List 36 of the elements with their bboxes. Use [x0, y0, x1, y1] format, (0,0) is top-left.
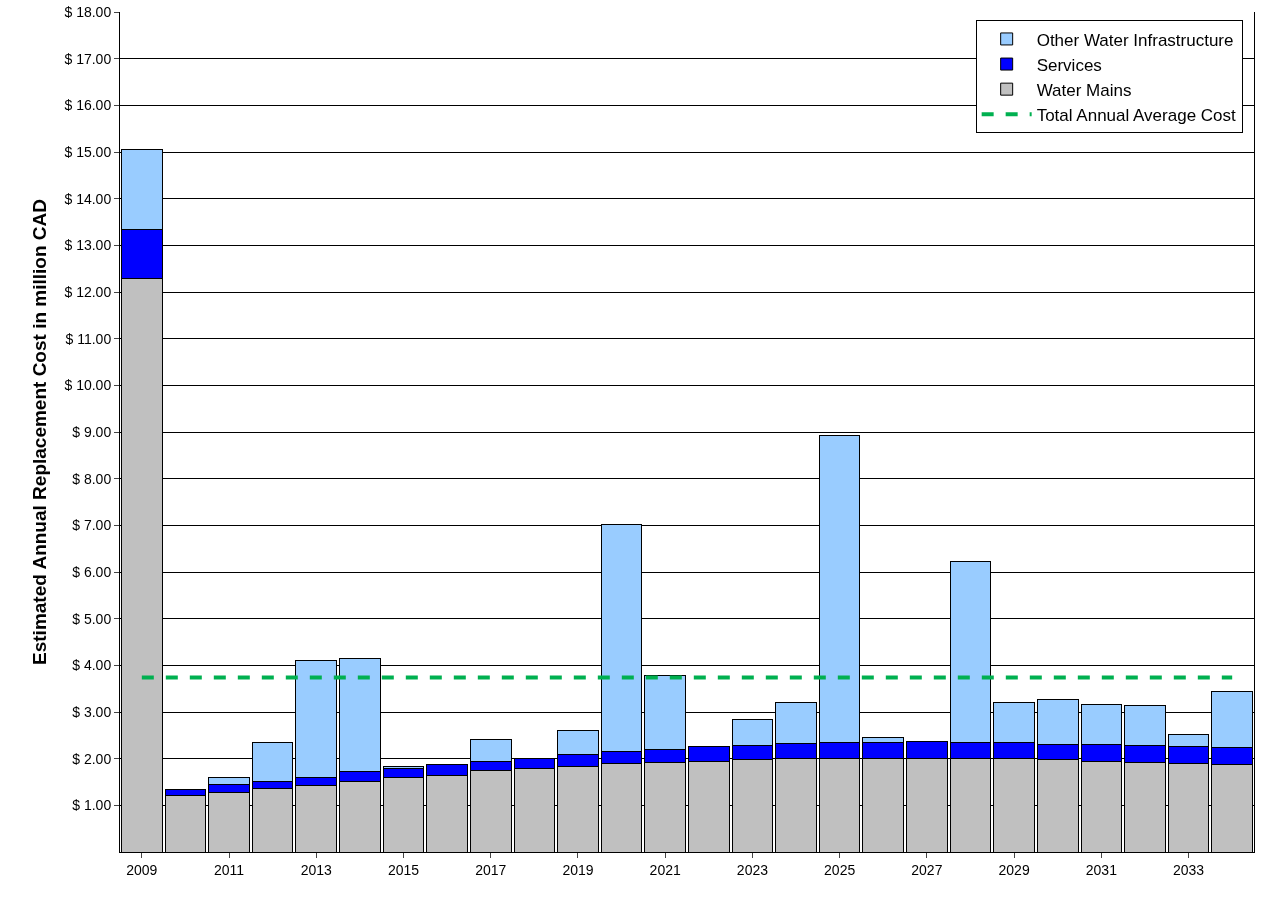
- x-tick-label: 2029: [998, 861, 1030, 878]
- y-tick-label: $ 18.00: [64, 3, 112, 20]
- x-tick-label: 2025: [824, 861, 856, 878]
- x-tick-label: 2027: [911, 861, 943, 878]
- x-tick-label: 2033: [1173, 861, 1205, 878]
- y-tick-label: $ 15.00: [64, 143, 112, 160]
- y-axis-title: Estimated Annual Replacement Cost in million CAD: [29, 199, 51, 665]
- y-tick-label: $ 16.00: [64, 97, 112, 114]
- legend-label: Total Annual Average Cost: [1036, 105, 1237, 125]
- legend-label: Water Mains: [1036, 80, 1132, 100]
- legend-label: Services: [1036, 55, 1102, 75]
- x-tick-label: 2023: [736, 861, 769, 878]
- x-tick-label: 2013: [300, 861, 333, 878]
- legend-label: Other Water Infrastructure: [1036, 30, 1234, 50]
- y-tick-label: $ 12.00: [64, 283, 112, 300]
- y-tick-label: $ 6.00: [72, 563, 112, 580]
- x-tick-label: 2009: [126, 861, 158, 878]
- y-tick-label: $ 14.00: [64, 190, 112, 207]
- x-tick-label: 2017: [475, 861, 507, 878]
- x-tick-label: 2019: [562, 861, 594, 878]
- y-tick-label: $ 9.00: [72, 423, 112, 440]
- y-tick-label: $ 17.00: [64, 50, 112, 67]
- y-tick-label: $ 11.00: [65, 330, 112, 347]
- y-tick-label: $ 5.00: [72, 610, 112, 627]
- y-tick-label: $ 10.00: [64, 377, 112, 394]
- y-tick-label: $ 7.00: [72, 517, 112, 534]
- y-tick-label: $ 4.00: [72, 657, 112, 674]
- y-tick-label: $ 8.00: [72, 470, 112, 487]
- x-tick-label: 2011: [213, 861, 245, 878]
- x-tick-label: 2031: [1085, 861, 1118, 878]
- y-tick-label: $ 13.00: [64, 237, 112, 254]
- x-tick-label: 2015: [387, 861, 420, 878]
- y-tick-label: $ 1.00: [72, 797, 112, 814]
- y-tick-label: $ 2.00: [72, 750, 112, 767]
- x-tick-label: 2021: [649, 861, 681, 878]
- y-tick-label: $ 3.00: [72, 703, 112, 720]
